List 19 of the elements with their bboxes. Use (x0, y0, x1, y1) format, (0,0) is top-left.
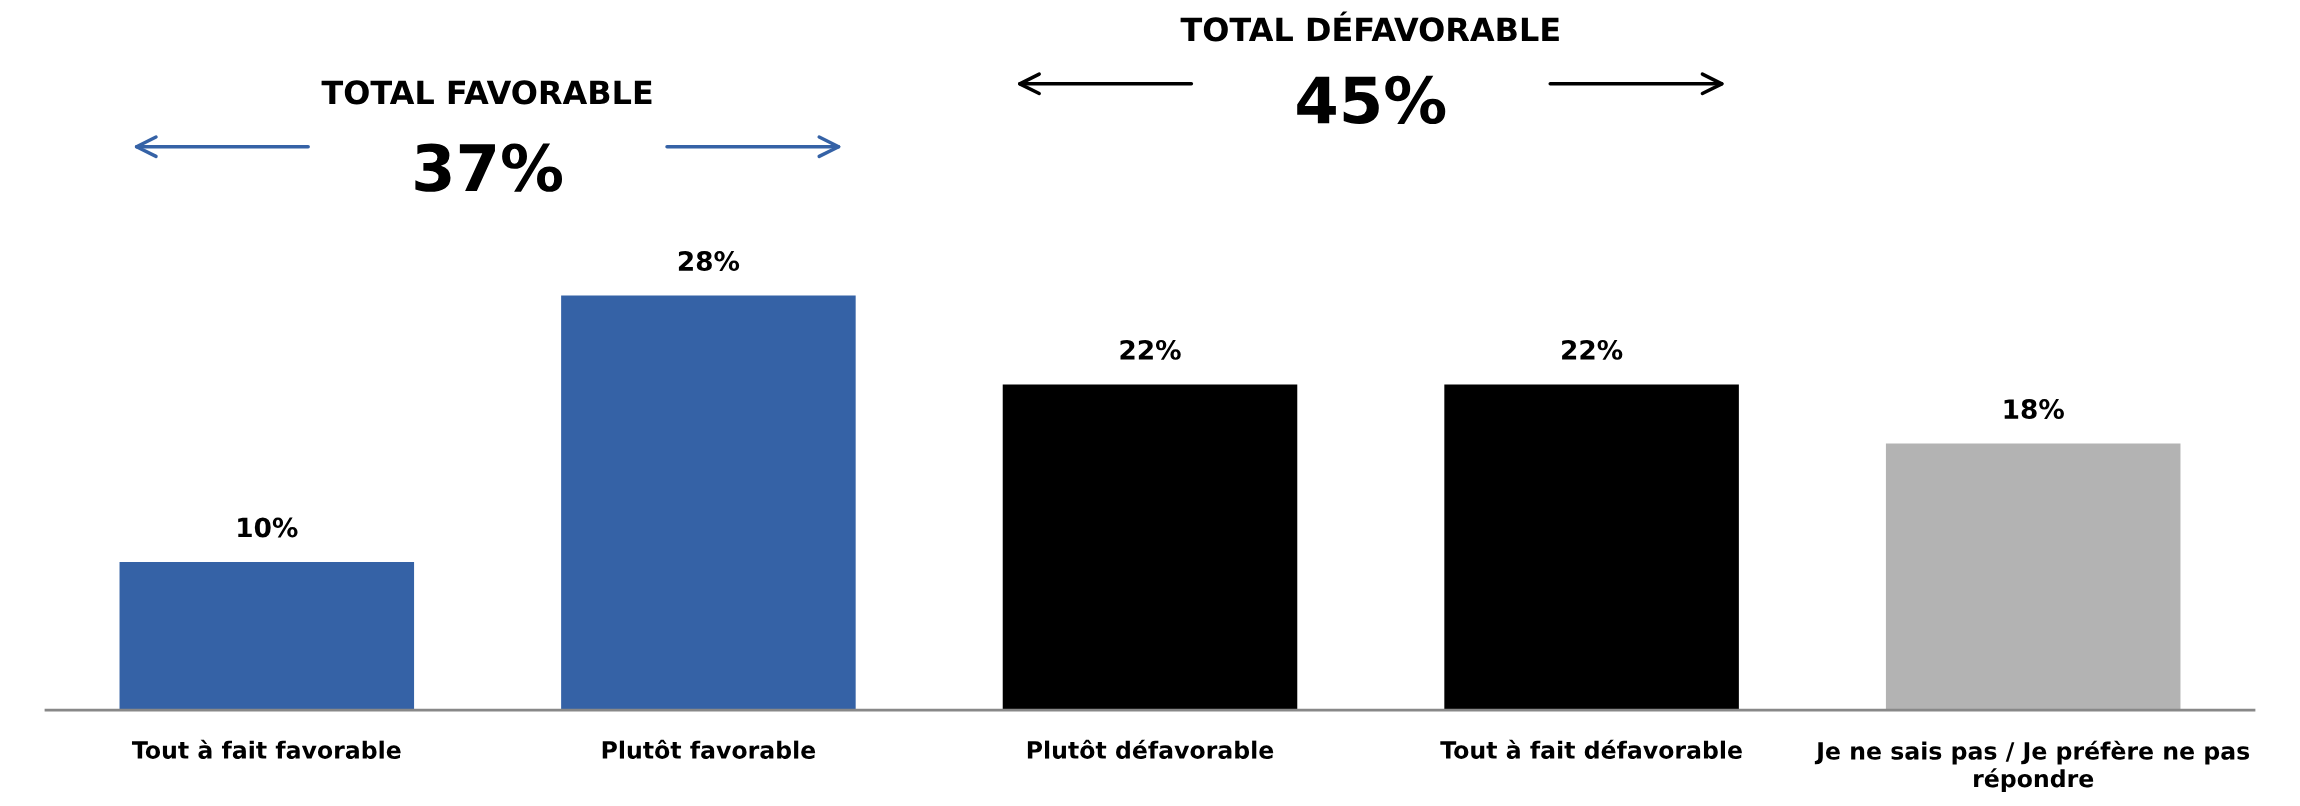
data-label: 22% (1562, 339, 1623, 360)
text: TOTAL DÉFAVORABLE (1180, 11, 1559, 42)
data-label: 28% (678, 251, 740, 272)
bar (561, 295, 856, 711)
text: 37% (415, 143, 563, 192)
bar (1002, 384, 1298, 711)
bar (119, 562, 415, 711)
x-tick-label: Plutôt favorable (602, 739, 816, 759)
data-label: 10% (238, 517, 298, 538)
x-tick-label: Tout à fait défavorable (1440, 739, 1742, 759)
data-label: 18% (2004, 399, 2064, 420)
x-tick-label: Tout à fait favorable (131, 739, 401, 759)
data-label: 22% (1120, 339, 1181, 360)
bar (1444, 384, 1739, 711)
text: TOTAL FAVORABLE (321, 80, 652, 105)
x-tick-label: Plutôt défavorable (1027, 739, 1274, 759)
text: 45% (1297, 75, 1446, 125)
x-tick-label: Je ne sais pas / Je préfère ne pas répondre (1814, 740, 2250, 793)
bar (1885, 443, 2181, 711)
